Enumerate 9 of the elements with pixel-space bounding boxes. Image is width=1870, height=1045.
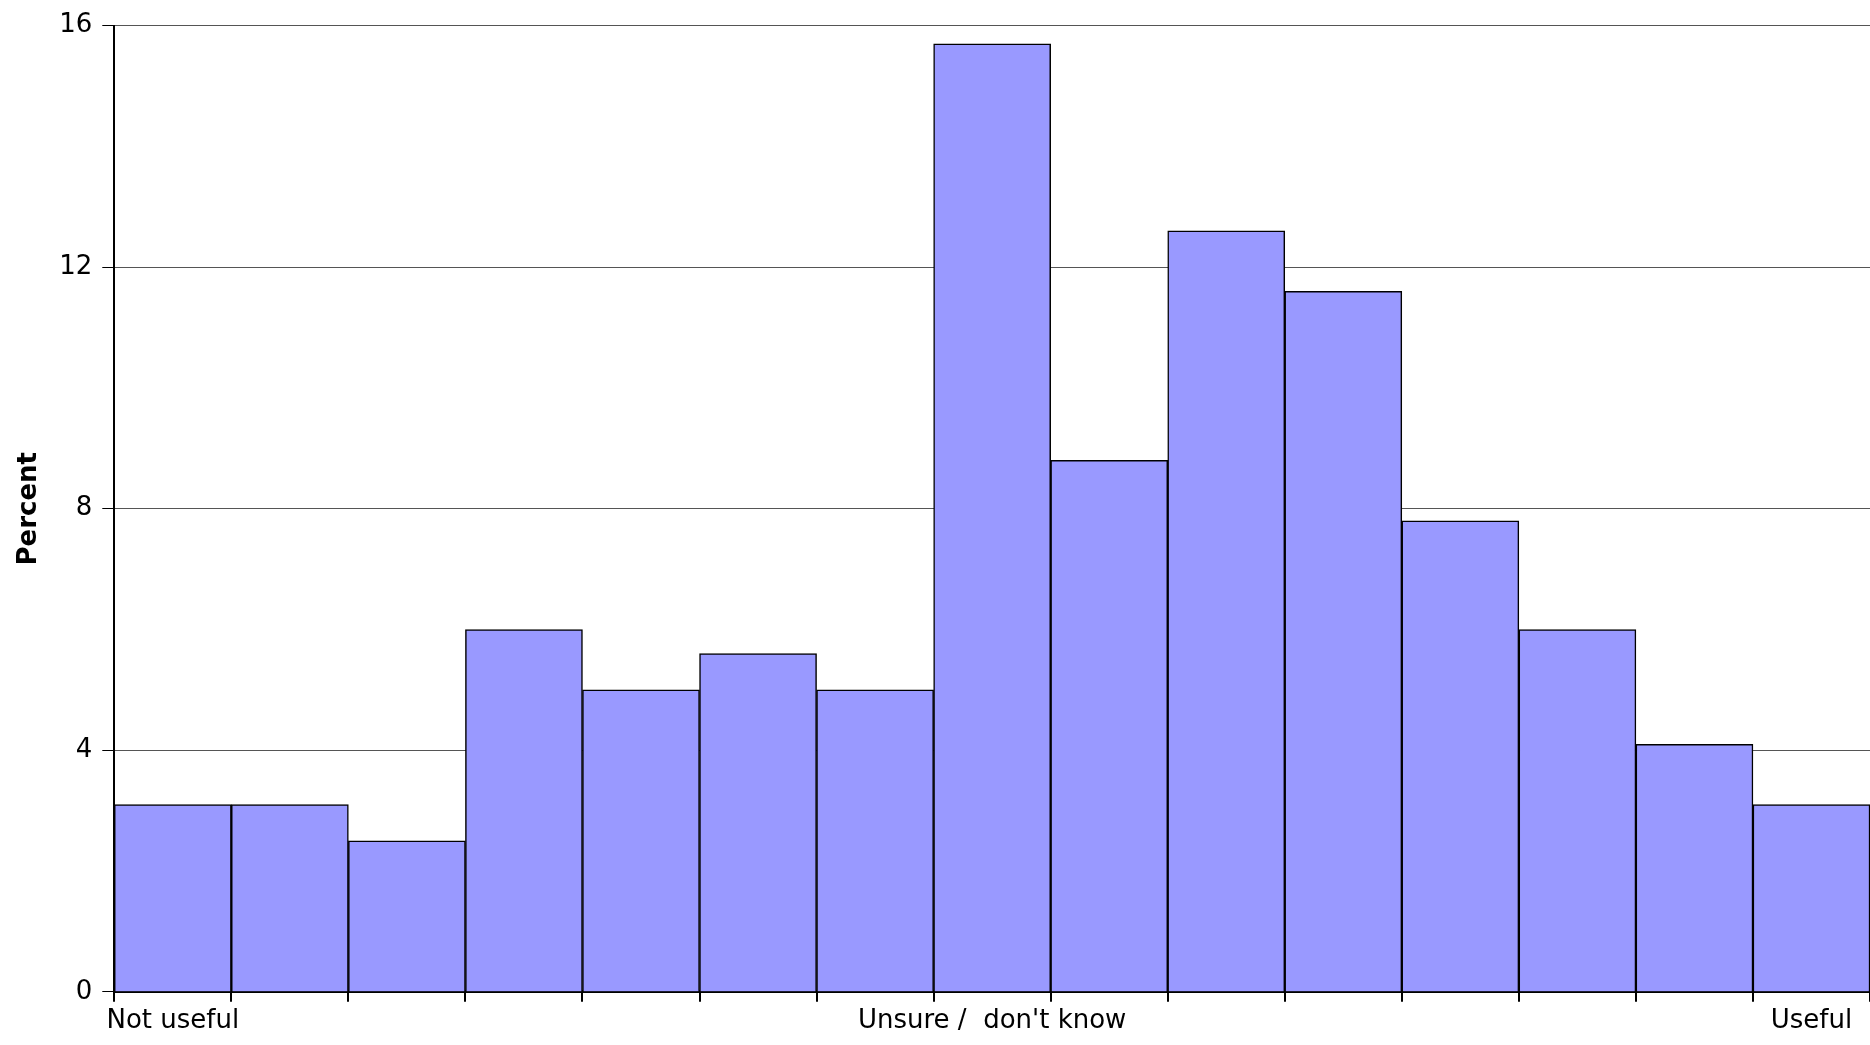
x-tick-label: Unsure / don't know: [857, 1004, 1127, 1035]
y-axis-title: Percent: [12, 451, 43, 566]
x-tick-label: Useful: [1770, 1004, 1853, 1035]
y-tick-label: 8: [75, 491, 93, 522]
x-tick-label: Not useful: [106, 1004, 240, 1035]
y-tick-label: 4: [75, 733, 93, 763]
y-tick-label: 0: [75, 974, 93, 1005]
y-tick-label: 12: [59, 249, 93, 280]
y-tick-label: 16: [59, 8, 93, 39]
